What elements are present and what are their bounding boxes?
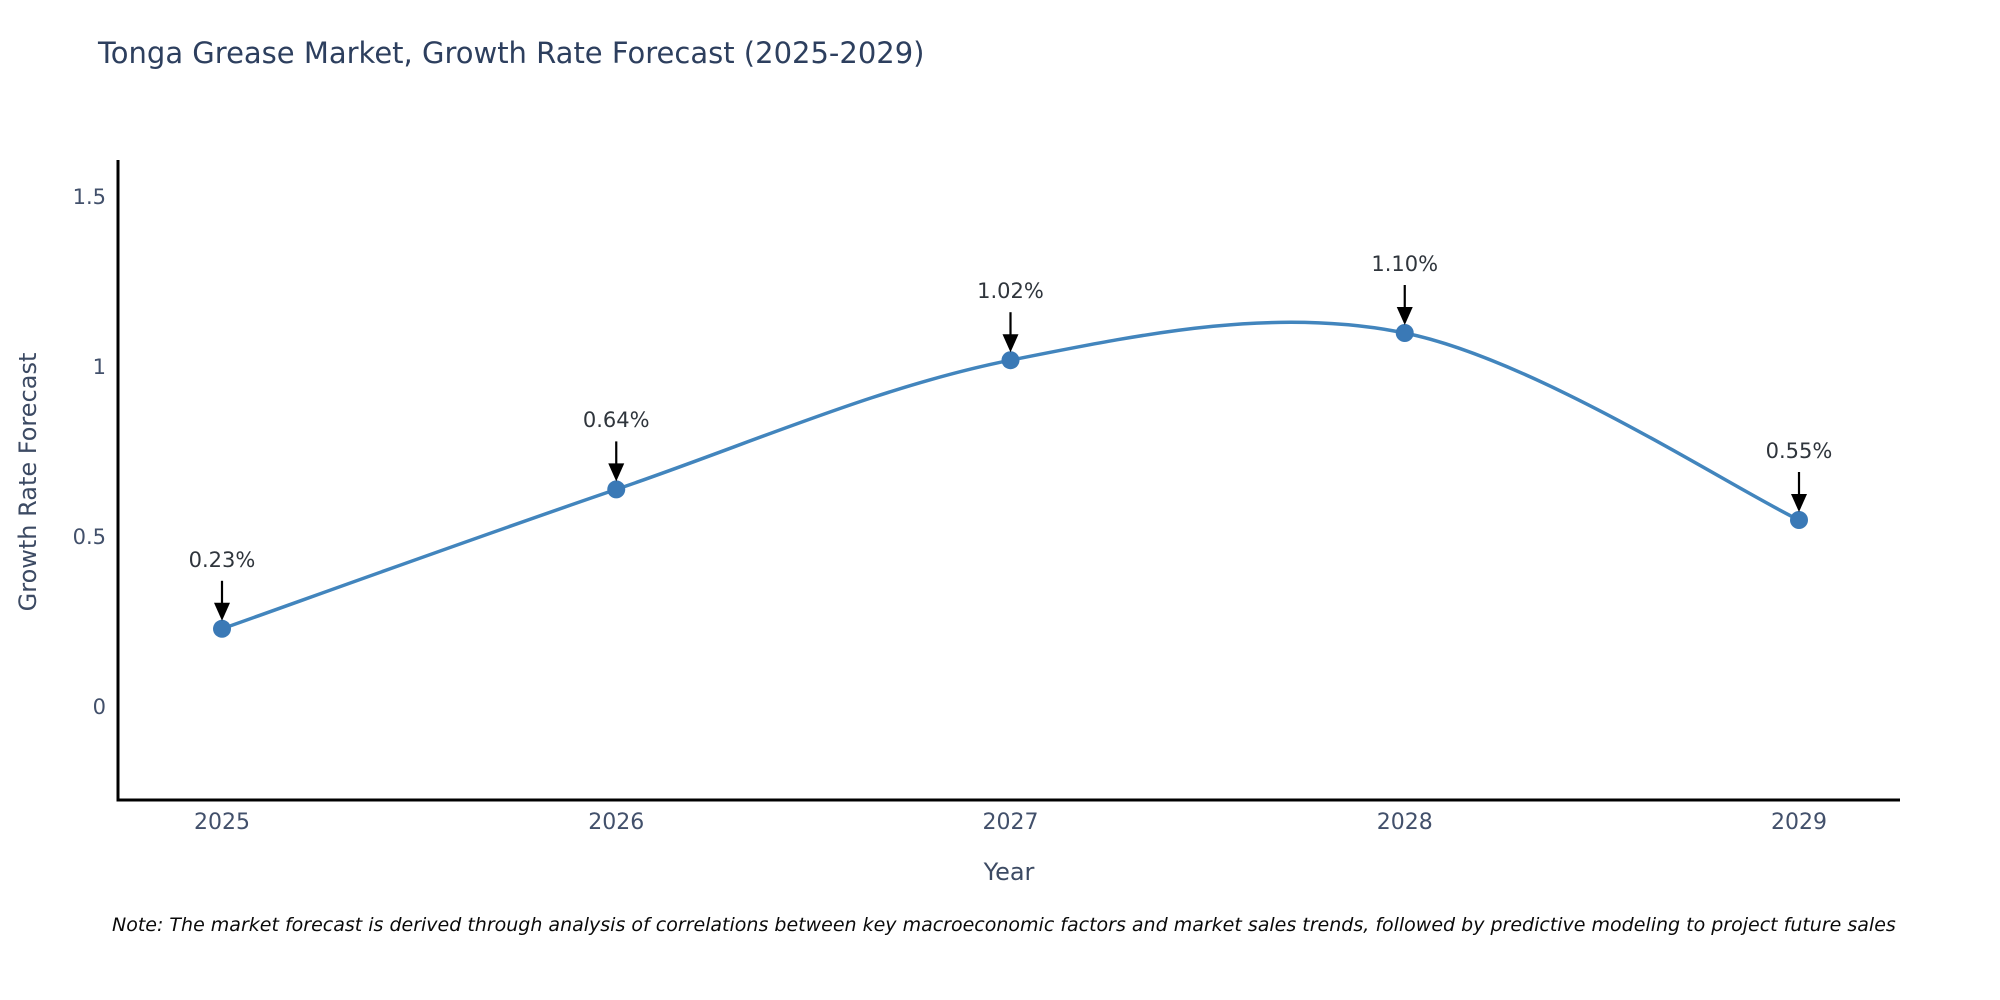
data-point-marker-2027 (1001, 351, 1020, 370)
annotation-arrowhead-2028 (1396, 307, 1413, 325)
data-point-marker-2026 (607, 480, 626, 499)
y-tick-label-0: 0 (92, 695, 106, 719)
y-tick-label-1: 1 (92, 355, 106, 379)
point-value-label-2025: 0.23% (188, 547, 256, 572)
x-tick-label-2027: 2027 (982, 810, 1039, 835)
point-value-label-2027: 1.02% (977, 279, 1044, 304)
annotation-arrowhead-2029 (1791, 494, 1807, 512)
point-value-label-2028: 1.10% (1371, 252, 1439, 276)
chart-title: Tonga Grease Market, Growth Rate Forecas… (98, 36, 925, 70)
point-value-label-2029: 0.55% (1765, 439, 1833, 463)
data-point-marker-2025 (213, 619, 231, 638)
annotation-arrowhead-2026 (608, 463, 625, 482)
y-axis-title: Growth Rate Forecast (14, 352, 42, 612)
data-point-marker-2029 (1790, 511, 1808, 529)
growth-rate-series (213, 320, 1808, 638)
x-tick-label-2029: 2029 (1771, 810, 1827, 835)
annotation-arrows (214, 285, 1807, 621)
point-value-label-2026: 0.64% (582, 408, 650, 433)
x-axis-title: Year (983, 858, 1035, 886)
x-tick-label-2028: 2028 (1376, 810, 1433, 835)
y-tick-label-0.5: 0.5 (72, 525, 106, 549)
x-tick-label-2025: 2025 (194, 810, 250, 835)
x-tick-label-2026: 2026 (588, 810, 645, 835)
footnote: Note: The market forecast is derived thr… (112, 914, 1896, 936)
annotation-arrowhead-2027 (1002, 334, 1019, 353)
axes (116, 160, 1900, 802)
y-tick-label-1.5: 1.5 (72, 185, 106, 209)
data-point-marker-2028 (1395, 324, 1414, 342)
annotation-arrowhead-2025 (214, 602, 230, 621)
